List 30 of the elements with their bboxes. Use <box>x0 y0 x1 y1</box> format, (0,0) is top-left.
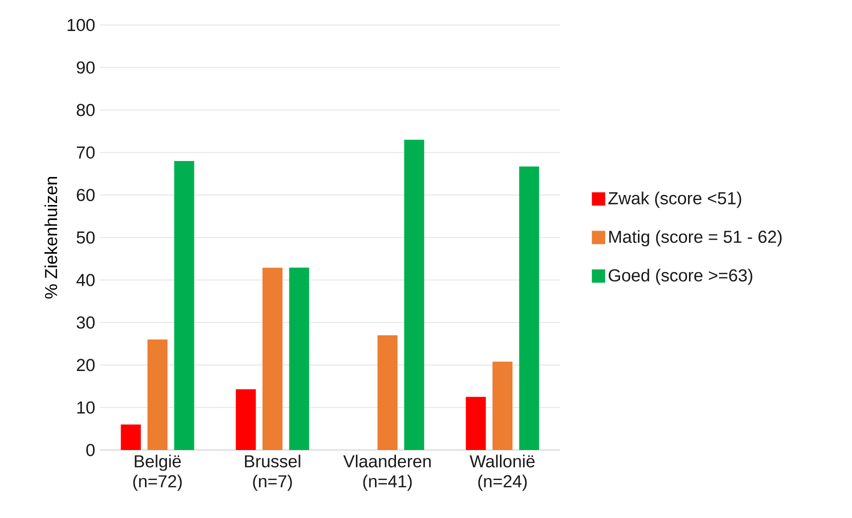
bar <box>289 268 310 450</box>
legend-label: Zwak (score <51) <box>608 192 742 208</box>
bar <box>120 424 141 450</box>
bar <box>492 362 512 450</box>
legend-label: Matig (score = 51 - 62) <box>609 230 782 246</box>
bar <box>148 339 168 450</box>
y-tick-label: 50 <box>76 231 95 244</box>
bar <box>519 166 540 450</box>
y-axis-title: % Ziekenhuizen <box>44 177 58 299</box>
x-tick-label: België (n=72) <box>133 454 182 491</box>
legend-label: Goed (score >=63) <box>608 268 752 285</box>
bar <box>378 335 398 450</box>
bar <box>404 140 424 450</box>
y-tick-label: 70 <box>76 146 95 159</box>
x-tick-label: Wallonië (n=24) <box>470 454 535 491</box>
y-tick-label: 80 <box>76 104 95 116</box>
y-tick-label: 30 <box>76 316 95 329</box>
y-tick-label: 0 <box>86 444 95 456</box>
y-tick-label: 40 <box>76 274 95 286</box>
y-tick-label: 10 <box>77 401 95 414</box>
y-tick-label: 60 <box>76 188 95 202</box>
y-tick-label: 100 <box>68 18 95 32</box>
y-tick-label: 20 <box>76 358 95 372</box>
x-tick-label: Brussel (n=7) <box>245 454 300 491</box>
bar <box>466 396 486 450</box>
y-tick-label: 90 <box>76 61 95 74</box>
bar <box>236 389 256 450</box>
x-tick-label: Vlaanderen (n=41) <box>343 454 431 491</box>
bar <box>262 268 282 450</box>
bar <box>174 160 194 450</box>
